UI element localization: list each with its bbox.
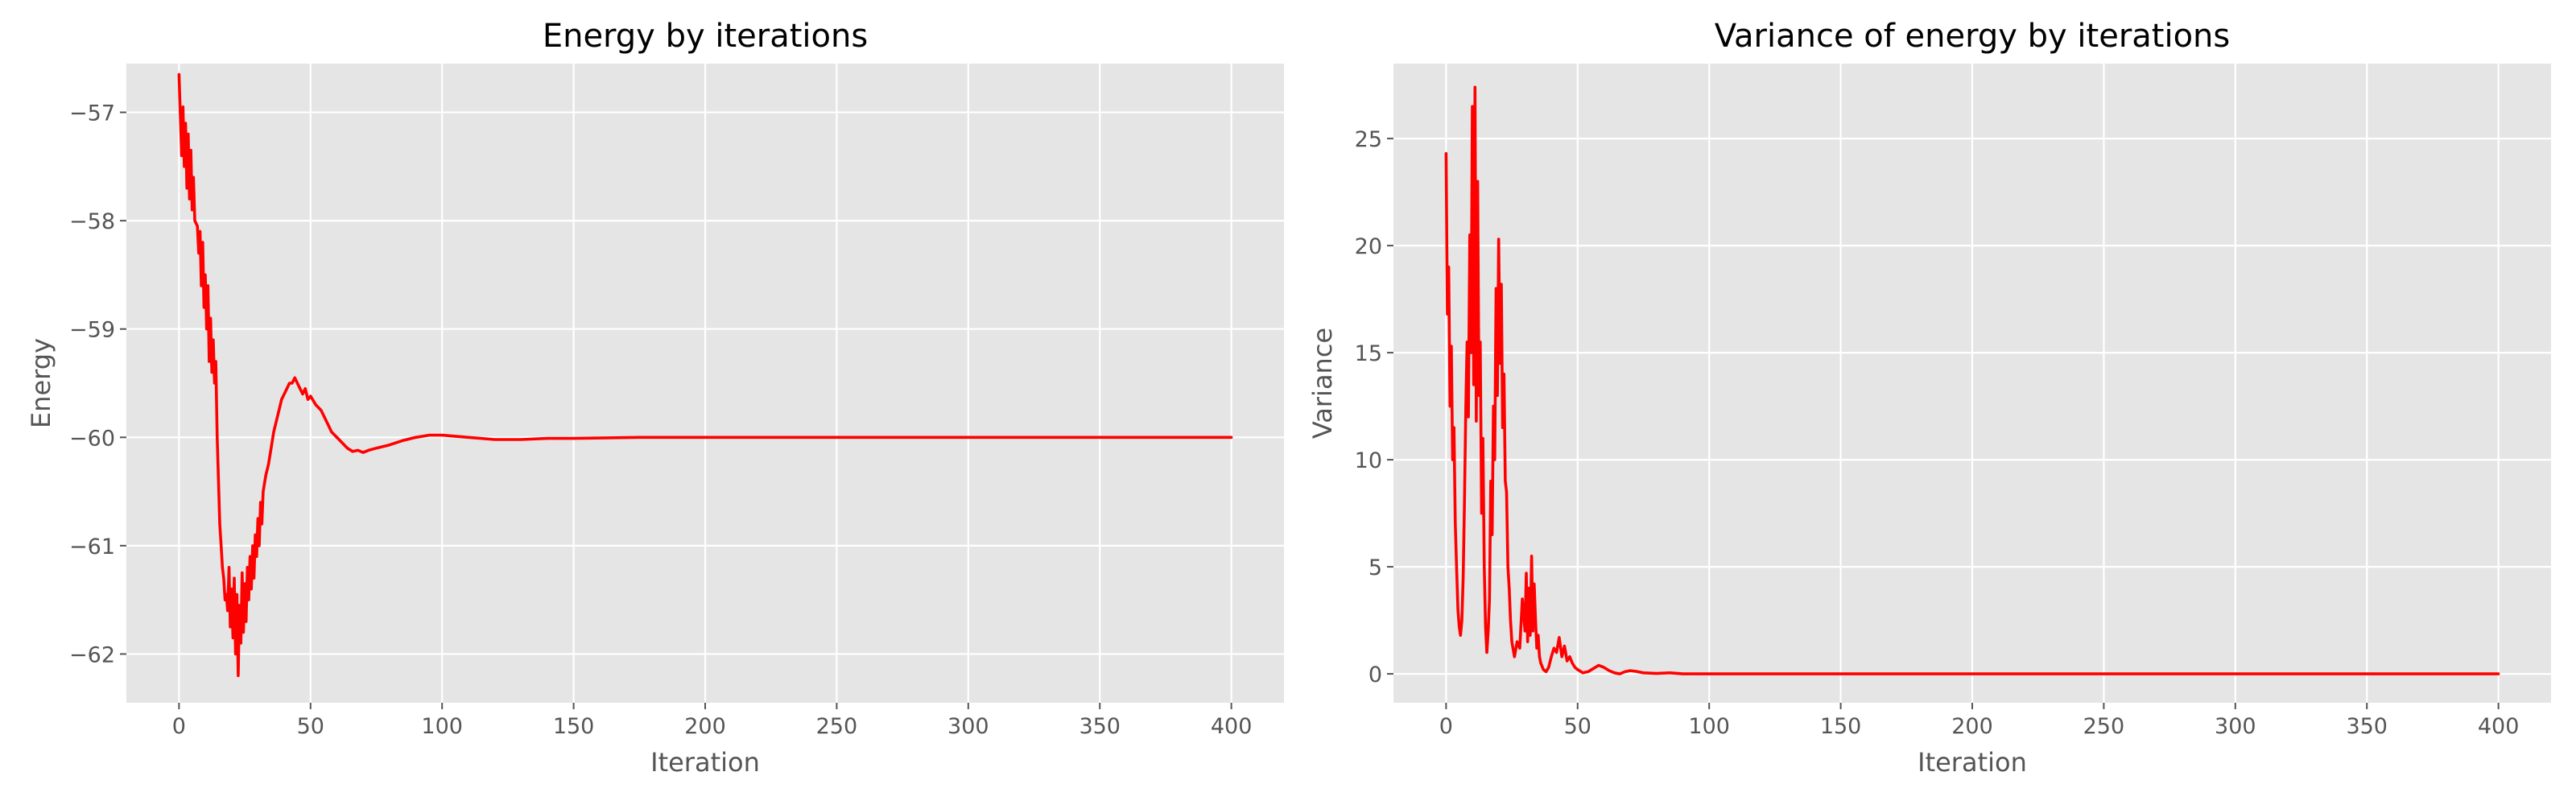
energy-chart-title: Energy by iterations [543,18,868,55]
variance-y-tick-label: 10 [1355,448,1382,473]
energy-x-tick-label: 100 [421,714,463,739]
energy-x-tick-label: 400 [1211,714,1253,739]
variance-y-axis-label: Variance [1307,328,1338,439]
energy-x-tick-label: 300 [947,714,989,739]
variance-x-tick-label: 350 [2346,714,2388,739]
energy-y-tick-label: −59 [69,318,115,343]
variance-chart: 0 50 100 150 200 250 300 350 400 0 5 10 15 20 25 Varia… [1307,18,2551,778]
variance-series-line [1444,85,2500,675]
energy-series-line [177,72,1233,678]
variance-x-tick-label: 200 [1951,714,1993,739]
energy-y-tick-label: −61 [69,535,115,559]
energy-y-axis-label: Energy [26,338,56,428]
energy-x-tick-label: 200 [684,714,726,739]
variance-x-tick-label: 0 [1439,714,1453,739]
energy-y-tick-label: −60 [69,426,115,451]
variance-y-tick-label: 20 [1355,234,1382,259]
energy-y-tick-label: −58 [69,209,115,234]
energy-y-tick-label: −62 [69,642,115,667]
variance-y-tick-label: 0 [1368,663,1382,687]
energy-ticks: 0 50 100 150 200 250 300 350 400 −62 −61 −60 −59 −58 −… [69,101,1252,739]
variance-x-tick-label: 400 [2478,714,2520,739]
variance-y-tick-label: 25 [1355,127,1382,152]
energy-y-tick-label: −57 [69,101,115,126]
variance-x-tick-label: 100 [1688,714,1730,739]
energy-x-tick-label: 250 [816,714,858,739]
variance-x-axis-label: Iteration [1918,747,2027,778]
energy-chart: 0 50 100 150 200 250 300 350 400 −62 −61 −60 −59 −58 −… [26,18,1284,778]
variance-x-tick-label: 150 [1820,714,1862,739]
energy-grid [126,64,1284,703]
variance-x-tick-label: 50 [1564,714,1591,739]
energy-x-tick-label: 150 [553,714,595,739]
energy-x-tick-label: 0 [172,714,186,739]
variance-y-tick-label: 15 [1355,341,1382,366]
variance-x-tick-label: 300 [2215,714,2256,739]
energy-x-axis-label: Iteration [650,747,760,778]
variance-ticks: 0 50 100 150 200 250 300 350 400 0 5 10 15 20 25 [1355,127,2520,739]
energy-x-tick-label: 50 [297,714,324,739]
variance-y-tick-label: 5 [1368,555,1382,580]
variance-chart-title: Variance of energy by iterations [1715,18,2230,55]
energy-x-tick-label: 350 [1079,714,1121,739]
variance-x-tick-label: 250 [2083,714,2125,739]
